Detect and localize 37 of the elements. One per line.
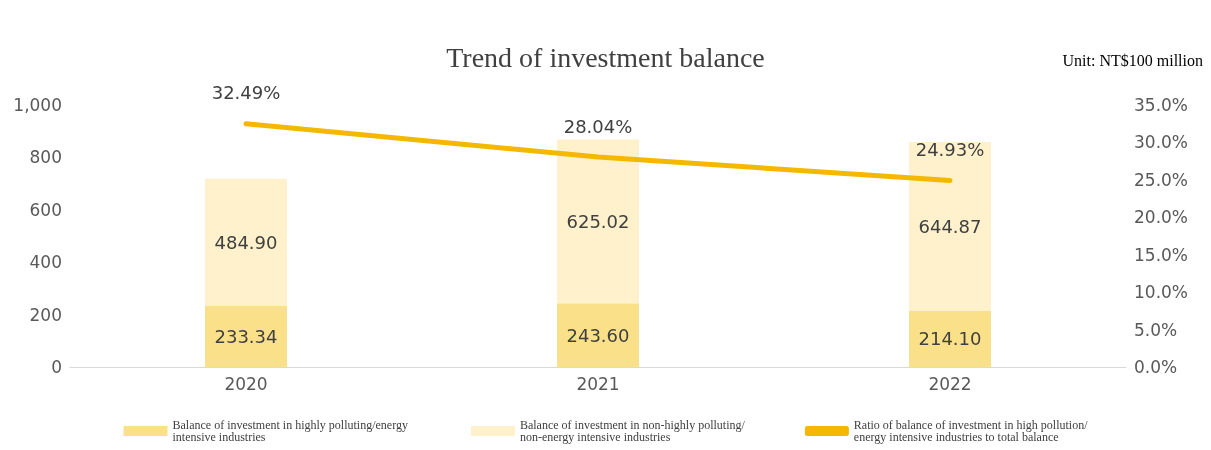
data-label: 243.60 [566, 324, 630, 346]
data-label: 32.49% [211, 82, 281, 104]
x-tick-label: 2021 [576, 373, 620, 394]
y2-tick-label: 10.0% [1134, 282, 1189, 303]
data-label: 625.02 [566, 210, 630, 232]
y2-tick-label: 30.0% [1134, 132, 1189, 153]
y2-tick-label: 25.0% [1134, 169, 1189, 190]
data-label: 24.93% [915, 138, 985, 160]
bar [909, 310, 991, 367]
y-tick-label: 800 [29, 147, 62, 168]
bar [205, 178, 287, 306]
legend-label: Balance of investment in highly polluting/energy intensive industries [172, 418, 411, 444]
chart-title: Trend of investment balance [446, 41, 765, 73]
bar [909, 141, 991, 311]
legend-label: Ratio of balance of investment in high pollution/energy intensive industries to total balance [853, 418, 1089, 444]
bar [205, 305, 287, 367]
y2-tick-label: 5.0% [1134, 319, 1178, 340]
y-tick-label: 600 [29, 199, 62, 220]
x-tick-label: 2020 [224, 373, 268, 394]
data-label: 28.04% [563, 115, 633, 137]
y2-tick-label: 0.0% [1134, 357, 1178, 377]
data-label: 214.10 [918, 328, 982, 350]
data-label: 484.90 [214, 231, 278, 253]
y-tick-label: 1,000 [13, 95, 62, 115]
y-tick-label: 400 [29, 252, 62, 273]
x-tick-label: 2022 [928, 373, 972, 394]
text: Unit: NT$100 million [1062, 51, 1204, 69]
data-label: 644.87 [918, 215, 982, 237]
data-label: 233.34 [214, 325, 278, 347]
y2-tick-label: 15.0% [1134, 244, 1189, 265]
bar [557, 139, 639, 304]
legend-label: Balance of investment in non-highly polluting/non-energy intensive industries [519, 418, 746, 444]
y-tick-label: 200 [29, 304, 62, 325]
y2-tick-label: 35.0% [1134, 95, 1189, 115]
y2-tick-label: 20.0% [1134, 207, 1189, 228]
bar [557, 303, 639, 367]
y-tick-label: 0 [51, 357, 62, 377]
